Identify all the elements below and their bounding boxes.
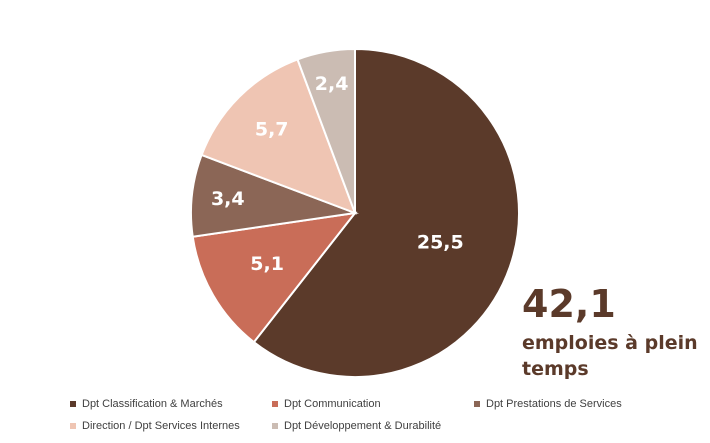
legend-item: Dpt Prestations de Services — [474, 398, 622, 410]
legend-label: Dpt Classification & Marchés — [82, 398, 223, 410]
legend-item: Dpt Communication — [272, 398, 381, 410]
pie-slice — [296, 47, 356, 214]
slice-data-label: 3,4 — [211, 188, 245, 210]
pie-slice — [191, 211, 358, 344]
legend-label: Dpt Prestations de Services — [486, 398, 622, 410]
slice-data-label: 5,1 — [250, 253, 284, 275]
slice-data-label: 25,5 — [417, 231, 464, 253]
slice-data-label: 5,7 — [255, 118, 289, 140]
legend-item: Dpt Classification & Marchés — [70, 398, 223, 410]
legend-swatch — [474, 401, 480, 407]
legend-item: Direction / Dpt Services Internes — [70, 420, 240, 432]
pie-slice — [252, 47, 520, 378]
legend-swatch — [70, 401, 76, 407]
total-value: 42,1 — [522, 282, 616, 326]
legend-label: Direction / Dpt Services Internes — [82, 420, 240, 432]
legend-swatch — [272, 423, 278, 429]
pie-slice — [200, 58, 357, 215]
legend-label: Dpt Développement & Durabilité — [284, 420, 442, 432]
legend-swatch — [272, 401, 278, 407]
total-label: emploies à plein temps — [522, 332, 698, 380]
legend-label: Dpt Communication — [284, 398, 381, 410]
slice-data-label: 2,4 — [315, 73, 349, 95]
legend-item: Dpt Développement & Durabilité — [272, 420, 441, 432]
legend-swatch — [70, 423, 76, 429]
